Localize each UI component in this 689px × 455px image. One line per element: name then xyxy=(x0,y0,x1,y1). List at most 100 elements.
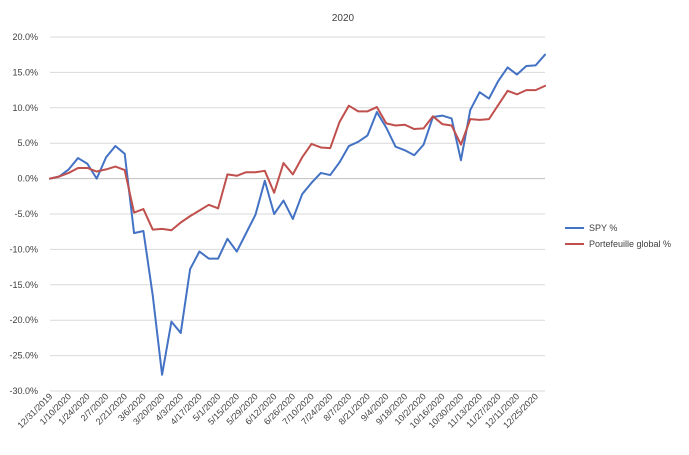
data-point xyxy=(478,119,481,121)
y-tick-label: -5.0% xyxy=(14,209,38,219)
data-point xyxy=(534,89,537,91)
legend-label-portefeuille: Portefeuille global % xyxy=(589,239,671,249)
data-point xyxy=(273,213,275,215)
series-0 xyxy=(49,53,546,376)
data-point xyxy=(142,208,145,210)
data-point xyxy=(254,171,257,174)
data-point xyxy=(310,182,313,184)
y-tick-label: -30.0% xyxy=(9,386,38,396)
data-point xyxy=(506,66,509,69)
data-point xyxy=(142,230,145,232)
data-point xyxy=(264,170,266,172)
data-point xyxy=(432,115,434,118)
data-point xyxy=(469,109,472,111)
data-point xyxy=(348,145,350,147)
data-point xyxy=(217,257,219,260)
y-tick-label: -25.0% xyxy=(9,351,38,361)
data-point xyxy=(301,193,303,195)
data-point xyxy=(329,174,331,176)
y-tick-label: 0.0% xyxy=(17,174,38,184)
data-point xyxy=(516,73,518,76)
series-1 xyxy=(49,84,546,232)
data-point xyxy=(497,104,500,106)
data-point xyxy=(67,168,70,171)
y-tick-label: 10.0% xyxy=(12,103,38,113)
data-point xyxy=(170,229,173,232)
data-point xyxy=(179,221,182,224)
data-point xyxy=(376,106,378,108)
data-point xyxy=(264,179,266,182)
data-point xyxy=(217,207,219,210)
data-point xyxy=(58,175,61,178)
series-line xyxy=(49,53,546,376)
legend: SPY % Portefeuille global % xyxy=(565,223,671,249)
data-point xyxy=(488,118,490,120)
data-point xyxy=(422,127,425,130)
data-point xyxy=(394,124,397,127)
data-point xyxy=(170,320,173,323)
data-point xyxy=(133,232,135,234)
data-point xyxy=(460,159,462,161)
data-point xyxy=(413,128,416,130)
data-point xyxy=(320,146,322,149)
data-point xyxy=(114,165,117,168)
data-point xyxy=(161,228,163,230)
data-point xyxy=(226,173,229,176)
y-tick-label: 15.0% xyxy=(12,67,38,77)
data-point xyxy=(77,167,79,169)
data-point xyxy=(450,117,453,120)
y-tick-label: -10.0% xyxy=(9,244,38,254)
legend-label-spy: SPY % xyxy=(589,223,617,233)
y-tick-label: 5.0% xyxy=(17,138,38,148)
data-point xyxy=(114,145,117,147)
data-point xyxy=(310,143,313,145)
data-point xyxy=(133,211,135,214)
data-point xyxy=(525,89,528,91)
data-point xyxy=(226,237,229,240)
data-point xyxy=(198,209,201,212)
data-point xyxy=(245,232,247,234)
data-point xyxy=(329,147,331,149)
data-point xyxy=(357,110,360,113)
data-point xyxy=(385,126,388,129)
data-point xyxy=(301,156,303,159)
data-point xyxy=(189,215,191,217)
data-point xyxy=(86,167,89,169)
data-point xyxy=(254,213,257,216)
data-point xyxy=(366,134,369,137)
data-point xyxy=(544,53,546,56)
data-point xyxy=(207,203,210,206)
data-point xyxy=(86,162,89,165)
data-point xyxy=(422,143,425,146)
data-point xyxy=(544,85,546,87)
data-point xyxy=(404,149,406,152)
data-point xyxy=(189,268,191,271)
legend-entry-portefeuille: Portefeuille global % xyxy=(565,239,671,249)
data-point xyxy=(282,162,285,164)
data-point xyxy=(151,228,154,231)
data-point xyxy=(441,114,444,117)
data-point xyxy=(105,156,107,159)
data-point xyxy=(413,154,416,157)
data-point xyxy=(516,93,518,96)
data-point xyxy=(534,64,537,67)
data-point xyxy=(450,124,453,127)
data-point xyxy=(292,218,294,220)
data-point xyxy=(338,161,341,164)
data-point xyxy=(525,65,528,67)
y-tick-label: -15.0% xyxy=(9,280,38,290)
data-point xyxy=(207,257,210,260)
data-point xyxy=(282,199,285,202)
data-point xyxy=(49,177,51,180)
legend-entry-spy: SPY % xyxy=(565,223,617,233)
data-point xyxy=(123,153,126,155)
data-point xyxy=(469,118,472,120)
data-point xyxy=(338,121,341,123)
data-point xyxy=(245,171,247,174)
data-point xyxy=(105,168,107,171)
data-point xyxy=(161,373,163,376)
data-point xyxy=(460,143,462,146)
data-point xyxy=(151,294,154,297)
